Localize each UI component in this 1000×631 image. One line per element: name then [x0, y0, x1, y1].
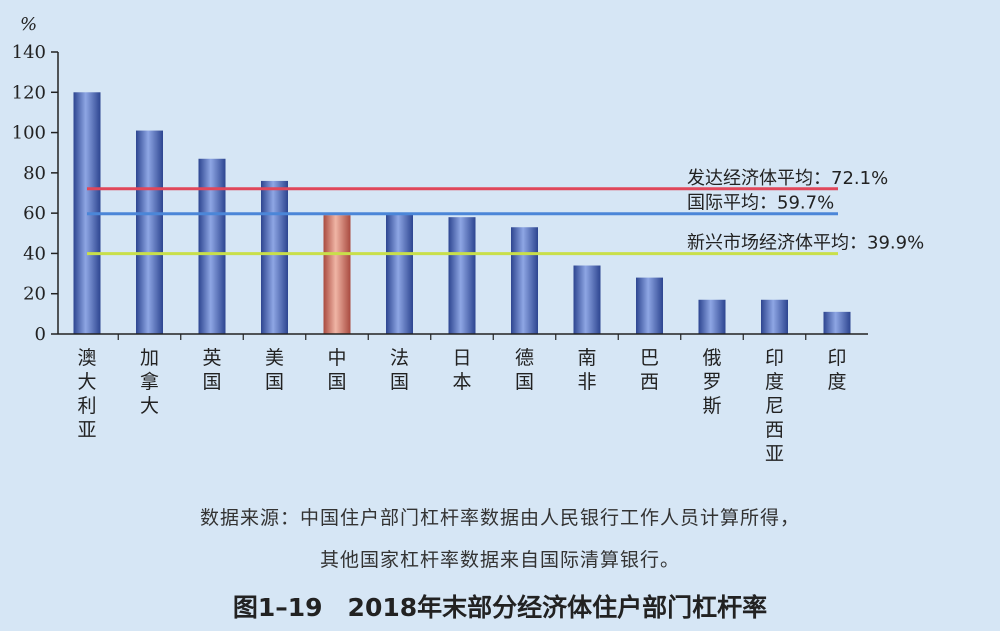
- x-category-label: 印度尼西亚: [765, 347, 784, 465]
- reference-line-label: 国际平均：59.7%: [687, 193, 834, 214]
- y-tick-label: 120: [12, 82, 46, 103]
- source-note-line-2: 其他国家杠杆率数据来自国际清算银行。: [319, 549, 680, 571]
- bar: [198, 158, 226, 334]
- reference-line-label: 新兴市场经济体平均：39.9%: [687, 233, 924, 254]
- bar: [261, 180, 288, 334]
- bar: [761, 299, 788, 334]
- y-tick-label: 140: [12, 42, 46, 63]
- reference-line-label: 发达经济体平均：72.1%: [687, 168, 888, 189]
- bar: [698, 299, 726, 334]
- x-category-label: 印度: [827, 347, 846, 393]
- x-category-label: 德国: [515, 347, 534, 393]
- y-tick-label: 80: [23, 163, 46, 184]
- x-category-label: 澳大利亚: [77, 347, 96, 441]
- y-axis-unit: %: [20, 14, 37, 35]
- x-category-label: 俄罗斯: [702, 347, 721, 417]
- bar: [323, 215, 351, 334]
- y-tick-label: 60: [23, 203, 46, 224]
- bar: [573, 265, 601, 334]
- x-category-label: 美国: [265, 347, 284, 393]
- y-tick-label: 0: [35, 324, 46, 345]
- bar: [511, 227, 538, 334]
- x-category-label: 中国: [327, 347, 346, 393]
- x-category-label: 法国: [390, 347, 409, 393]
- bar-chart: 0 20 40 60 80 100 120 140 发达经济体平均：72.1% 国际平均：59.…: [12, 14, 925, 465]
- x-category-label: 巴西: [640, 347, 659, 393]
- bar: [448, 217, 476, 334]
- bar: [136, 130, 163, 334]
- x-category-label: 南非: [577, 347, 596, 393]
- bar: [636, 277, 663, 334]
- y-tick-label: 100: [12, 123, 46, 144]
- bar: [823, 311, 851, 334]
- y-tick-label: 40: [23, 243, 46, 264]
- bar: [386, 213, 413, 334]
- y-tick-label: 20: [23, 284, 46, 305]
- x-category-label: 英国: [202, 347, 221, 393]
- figure-caption: 图1–19 2018年末部分经济体住户部门杠杆率: [232, 593, 768, 622]
- source-note-line-1: 数据来源：中国住户部门杠杆率数据由人民银行工作人员计算所得，: [199, 507, 800, 529]
- x-category-label: 加拿大: [140, 347, 159, 417]
- x-category-label: 日本: [452, 347, 471, 393]
